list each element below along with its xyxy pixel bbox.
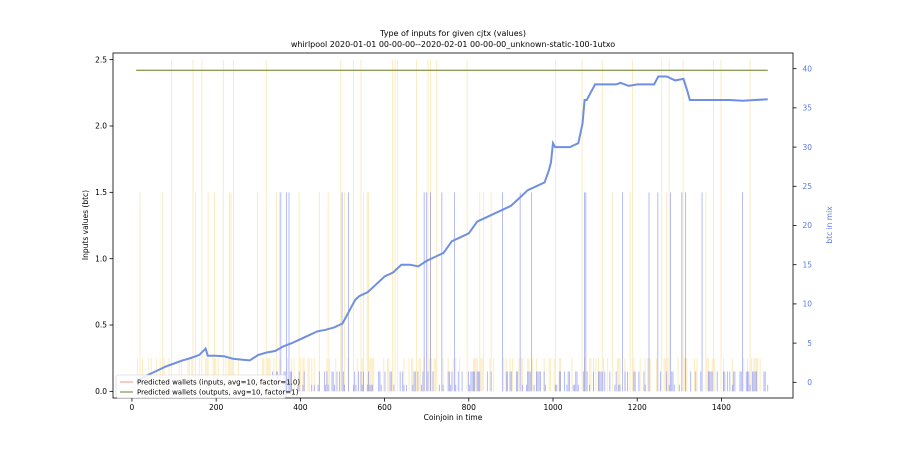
legend-label-inputs: Predicted wallets (inputs, avg=10, facto… (137, 379, 300, 387)
y-tick-label: 0.0 (95, 387, 107, 396)
legend-box (115, 374, 287, 399)
legend: Predicted wallets (inputs, avg=10, facto… (115, 374, 300, 399)
x-tick-label: 1000 (543, 403, 562, 412)
y-tick-label: 1.5 (95, 188, 107, 197)
y2-tick-label: 15 (802, 260, 812, 269)
series-layer (135, 69, 768, 384)
y-tick-label: 2.0 (95, 122, 107, 131)
y-axis-title: Inputs values (btc) (81, 190, 90, 260)
y2-tick-label: 40 (802, 64, 812, 73)
chart-title: Type of inputs for given cjtx (values) (379, 29, 526, 38)
x-tick-label: 600 (377, 403, 392, 412)
y2-tick-label: 35 (802, 104, 812, 113)
y2-axis-ticks: 0 5 10 15 20 25 30 35 40 (793, 64, 812, 387)
x-axis-ticks: 0 200 400 600 800 1000 1200 1400 (130, 398, 731, 412)
plot-frame (112, 52, 794, 399)
y2-tick-label: 0 (807, 378, 812, 387)
x-tick-label: 1200 (628, 403, 647, 412)
y2-tick-label: 25 (802, 182, 812, 191)
y-tick-label: 1.0 (95, 254, 107, 263)
x-axis-title: Coinjoin in time (424, 413, 483, 422)
y2-tick-label: 30 (802, 143, 812, 152)
x-tick-label: 200 (209, 403, 224, 412)
y2-tick-label: 10 (802, 300, 812, 309)
y-tick-label: 0.5 (95, 321, 107, 330)
input-value-bars (136, 59, 769, 392)
y2-tick-label: 20 (802, 221, 812, 230)
x-tick-label: 800 (462, 403, 477, 412)
x-tick-label: 400 (293, 403, 308, 412)
btc-in-mix-line (135, 75, 768, 384)
x-tick-label: 0 (130, 403, 135, 412)
y-axis-ticks: 0.0 0.5 1.0 1.5 2.0 2.5 (95, 55, 113, 396)
x-tick-label: 1400 (712, 403, 731, 412)
legend-label-outputs: Predicted wallets (outputs, avg=10, fact… (137, 389, 299, 397)
y2-axis-title: btc in mix (825, 206, 834, 244)
y-tick-label: 2.5 (95, 55, 107, 64)
chart-subtitle: whirlpool 2020-01-01 00-00-00--2020-02-0… (291, 40, 615, 49)
y2-tick-label: 5 (807, 339, 812, 348)
